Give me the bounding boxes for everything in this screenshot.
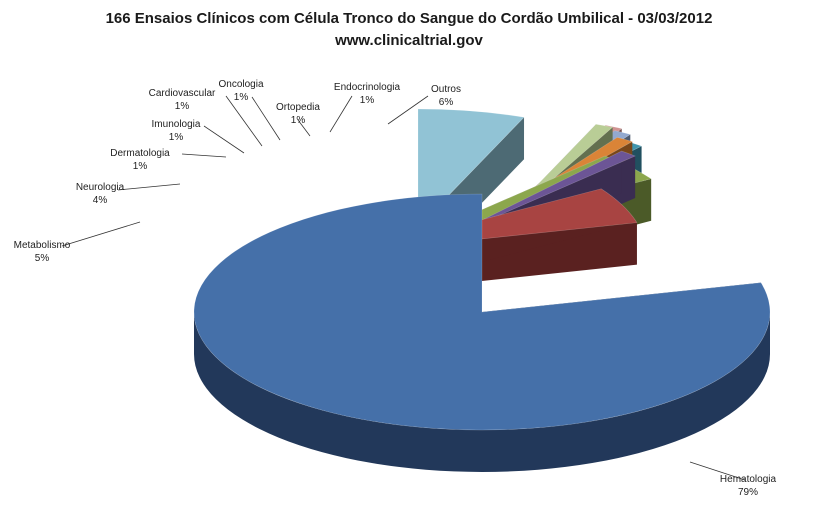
slice-value-label: 79% (738, 487, 758, 498)
slice-value-label: 1% (360, 95, 375, 106)
pie-slice-hematologia (193, 193, 771, 472)
slice-value-label: 1% (291, 115, 306, 126)
slice-value-label: 6% (439, 97, 454, 108)
leader-line (203, 125, 245, 154)
slice-label: Ortopedia (276, 102, 320, 113)
slice-top (193, 193, 771, 431)
leader-line (61, 221, 141, 247)
slice-label: Oncologia (218, 79, 263, 90)
slice-label: Neurologia (76, 182, 125, 193)
slice-value-label: 1% (133, 161, 148, 172)
slice-label: Imunologia (152, 119, 201, 130)
chart-title: 166 Ensaios Clínicos com Célula Tronco d… (105, 10, 713, 27)
leader-line (329, 95, 353, 133)
leader-line (181, 153, 227, 158)
slice-value-label: 1% (175, 101, 190, 112)
slice-side (194, 312, 770, 472)
leader-line (251, 96, 281, 141)
leader-line (689, 461, 746, 481)
slice-label: Dermatologia (110, 148, 170, 159)
slice-label: Hematologia (720, 474, 777, 485)
slice-label: Endocrinologia (334, 82, 401, 93)
leader-line (297, 119, 311, 137)
leader-line (117, 183, 181, 191)
slice-value-label: 4% (93, 195, 108, 206)
leader-line (225, 95, 263, 147)
slice-label: Outros (431, 84, 461, 95)
slice-value-label: 1% (234, 92, 249, 103)
slice-label: Metabolismo (14, 240, 71, 251)
slice-label: Cardiovascular (149, 88, 216, 99)
slice-value-label: 5% (35, 253, 50, 264)
chart-subtitle: www.clinicaltrial.gov (335, 32, 483, 49)
leader-line (387, 95, 429, 125)
slice-value-label: 1% (169, 132, 184, 143)
